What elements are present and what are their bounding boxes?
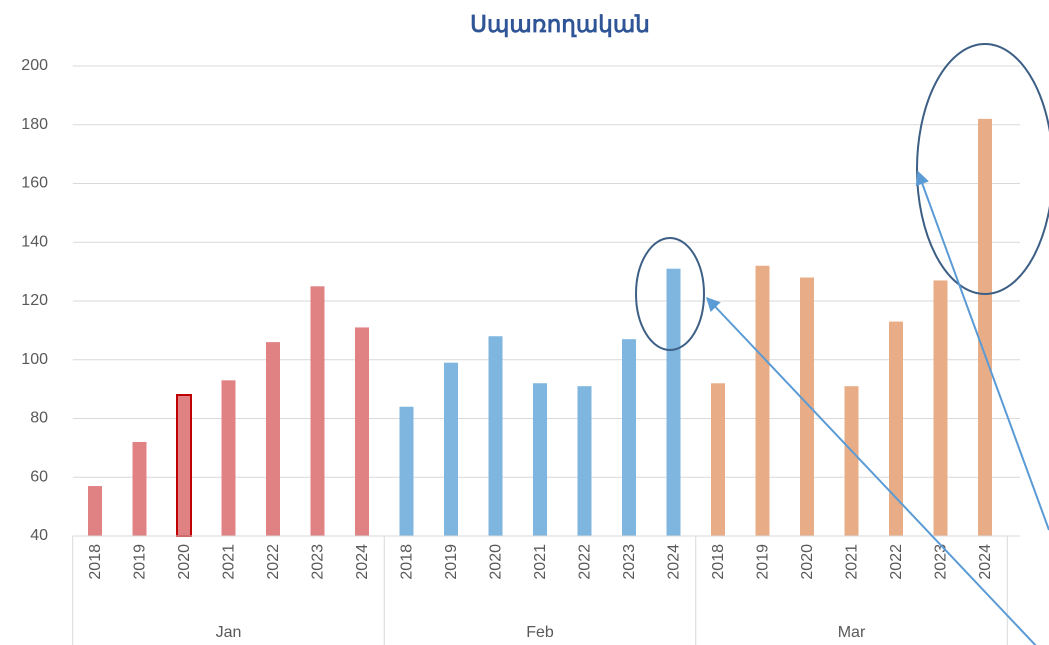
x-tick-label: 2019 [443, 544, 460, 580]
group-label: Feb [526, 624, 554, 641]
x-tick-label: 2023 [933, 544, 950, 580]
x-tick-label: 2019 [755, 544, 772, 580]
x-tick-label: 2019 [132, 544, 149, 580]
bar [622, 339, 636, 536]
y-tick-label: 140 [21, 233, 48, 250]
bar [755, 265, 770, 536]
bar [978, 118, 992, 536]
x-tick-label: 2018 [87, 544, 104, 580]
x-tick-label: 2022 [577, 544, 594, 580]
y-tick-label: 180 [21, 116, 48, 133]
plot: 40 60 80 100 120 140 160 180 200 2018 2019 2020 2021… [21, 57, 1020, 645]
arrow [706, 296, 1037, 645]
x-tick-label: 2021 [532, 544, 549, 580]
bar [176, 394, 192, 537]
bar [221, 380, 236, 536]
bar [355, 327, 369, 536]
arrow [915, 170, 1049, 531]
group-label: Jan [216, 624, 242, 641]
bar [577, 386, 592, 536]
x-tick-label: 2020 [488, 544, 505, 580]
y-tick-label: 160 [21, 175, 48, 192]
x-tick-label: 2021 [221, 544, 238, 580]
bar [844, 386, 859, 536]
y-tick-label: 80 [30, 410, 48, 427]
x-tick-label: 2023 [621, 544, 638, 580]
x-tick-label: 2020 [799, 544, 816, 580]
y-tick-label: 120 [21, 292, 48, 309]
x-tick-label: 2020 [176, 544, 193, 580]
x-tick-label: 2018 [399, 544, 416, 580]
bar [310, 286, 325, 536]
bar [132, 442, 147, 536]
x-tick-label: 2023 [310, 544, 327, 580]
bar [399, 406, 414, 536]
x-tick-label: 2018 [710, 544, 727, 580]
y-tick-label: 60 [30, 468, 48, 485]
bar [533, 383, 547, 536]
bar [266, 342, 280, 536]
x-tick-label: 2022 [888, 544, 905, 580]
bar [889, 321, 903, 536]
annotations [635, 43, 1049, 645]
x-tick-label: 2021 [844, 544, 861, 580]
y-tick-label: 100 [21, 351, 48, 368]
highlight-ellipse [916, 43, 1049, 295]
bar [88, 486, 102, 536]
x-tick-label: 2024 [354, 544, 371, 580]
y-tick-label: 200 [21, 57, 48, 74]
x-tick-label: 2024 [666, 544, 683, 580]
group-label: Mar [838, 624, 866, 641]
highlight-ellipse [635, 237, 705, 351]
y-tick-label: 40 [30, 527, 48, 544]
x-tick-label: 2022 [265, 544, 282, 580]
chart-title: Սպառողական [470, 11, 650, 38]
bar [800, 277, 814, 536]
bar [711, 383, 725, 536]
bar [666, 268, 681, 536]
bar [488, 336, 503, 536]
bar [444, 362, 458, 536]
bar [933, 280, 948, 536]
x-tick-label: 2024 [977, 544, 994, 580]
